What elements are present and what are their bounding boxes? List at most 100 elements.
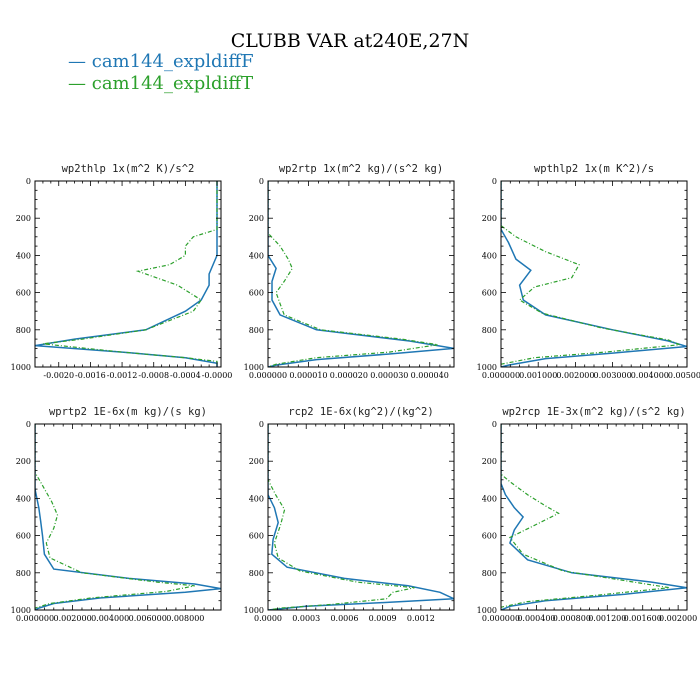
x-tick-label: 0.000010 (289, 371, 327, 380)
chart-panel: wp2thlp 1x(m^2 K)/s^2 0 200 400 600 800 1000 -0… (11, 163, 233, 380)
series-line-1 (35, 424, 221, 610)
y-tick-label: 1000 (244, 363, 264, 372)
panel-title: wprtp2 1E-6x(m kg)/(s kg) (49, 406, 207, 418)
chart-panel: wp2rcp 1E-3x(m^2 kg)/(s^2 kg) 0 200 400 600 8… (477, 406, 698, 623)
x-tick-label: 0.001200 (588, 614, 626, 623)
y-tick-label: 0 (26, 420, 31, 429)
legend-entry-2: — cam144_expldiffT (68, 73, 253, 94)
x-tick-label: -0.0008 (138, 371, 169, 380)
x-tick-label: 0.004000 (631, 371, 669, 380)
y-tick-label: 600 (249, 289, 264, 298)
y-tick-label: 0 (492, 420, 497, 429)
y-tick-label: 800 (16, 569, 31, 578)
plot-frame (500, 423, 688, 611)
y-tick-label: 400 (249, 251, 264, 260)
y-tick-label: 400 (16, 251, 31, 260)
series-line-1 (268, 424, 454, 610)
y-tick-label: 400 (482, 251, 497, 260)
y-tick-label: 1000 (244, 606, 264, 615)
y-tick-label: 800 (482, 326, 497, 335)
x-tick-label: 0.000020 (330, 371, 368, 380)
x-tick-label: 0.003000 (594, 371, 632, 380)
chart-panel: wpthlp2 1x(m K^2)/s 0 200 400 600 800 1000 0.00… (477, 163, 700, 380)
y-tick-label: 0 (259, 420, 264, 429)
series-line-1 (268, 181, 454, 367)
legend-entry-1: — cam144_expldiffF (68, 51, 254, 72)
plot-frame (267, 180, 455, 368)
y-tick-label: 200 (16, 457, 31, 466)
series-line-1 (501, 424, 687, 610)
x-tick-label: -0.0012 (107, 371, 138, 380)
figure-title: CLUBB VAR at240E,27N (231, 30, 470, 52)
x-tick-label: -0.0000 (202, 371, 233, 380)
y-tick-label: 800 (16, 326, 31, 335)
y-tick-label: 1000 (11, 606, 31, 615)
x-tick-label: 0.000800 (553, 614, 591, 623)
series-line-2 (501, 424, 670, 610)
legend-label-2: cam144_expldiffT (92, 73, 253, 94)
chart-panel: wp2rtp 1x(m^2 kg)/(s^2 kg) 0 200 400 600 800 1… (244, 163, 455, 380)
x-tick-label: 0.002000 (556, 371, 594, 380)
series-line-2 (501, 181, 680, 367)
x-tick-label: -0.0016 (75, 371, 106, 380)
x-tick-label: 0.002000 (53, 614, 91, 623)
x-tick-label: 0.005000 (668, 371, 700, 380)
y-tick-label: 1000 (477, 363, 497, 372)
series-line-2 (268, 424, 415, 610)
y-tick-label: 600 (249, 532, 264, 541)
y-tick-label: 600 (16, 532, 31, 541)
panel-title: wp2rcp 1E-3x(m^2 kg)/(s^2 kg) (502, 406, 685, 418)
y-tick-label: 800 (482, 569, 497, 578)
x-tick-label: 0.008000 (166, 614, 204, 623)
y-tick-label: 1000 (477, 606, 497, 615)
x-tick-label: 0.004000 (91, 614, 129, 623)
x-tick-label: 0.0009 (369, 614, 397, 623)
legend: — cam144_expldiffF — cam144_expldiffT (68, 51, 254, 94)
y-tick-label: 0 (26, 177, 31, 186)
y-tick-label: 600 (482, 532, 497, 541)
y-tick-label: 600 (16, 289, 31, 298)
plot-frame (34, 423, 222, 611)
x-tick-label: 0.0003 (292, 614, 320, 623)
y-tick-label: 800 (249, 569, 264, 578)
y-tick-label: 0 (492, 177, 497, 186)
panel-title: rcp2 1E-6x(kg^2)/(kg^2) (288, 406, 433, 418)
y-tick-label: 800 (249, 326, 264, 335)
series-line-1 (35, 181, 218, 367)
x-tick-label: 0.0012 (407, 614, 435, 623)
x-tick-label: 0.000000 (482, 614, 520, 623)
x-tick-label: -0.0004 (170, 371, 201, 380)
x-tick-label: 0.0006 (330, 614, 358, 623)
x-tick-label: 0.000000 (16, 614, 54, 623)
legend-label-1: cam144_expldiffF (92, 51, 254, 72)
y-tick-label: 1000 (11, 363, 31, 372)
x-tick-label: 0.000030 (370, 371, 408, 380)
y-tick-label: 200 (16, 214, 31, 223)
chart-panel: wprtp2 1E-6x(m kg)/(s kg) 0 200 400 600 800 10… (11, 406, 222, 623)
panel-title: wp2thlp 1x(m^2 K)/s^2 (62, 163, 195, 175)
y-tick-label: 200 (482, 214, 497, 223)
y-tick-label: 200 (249, 214, 264, 223)
y-tick-label: 200 (482, 457, 497, 466)
x-tick-label: 0.0000 (254, 614, 282, 623)
x-tick-label: 0.000040 (411, 371, 449, 380)
series-line-2 (268, 181, 438, 367)
legend-marker-2: — (68, 73, 86, 94)
series-line-1 (501, 181, 687, 367)
x-tick-label: 0.002000 (659, 614, 697, 623)
panel-title: wpthlp2 1x(m K^2)/s (534, 163, 654, 175)
x-tick-label: 0.000000 (249, 371, 287, 380)
y-tick-label: 400 (249, 494, 264, 503)
x-tick-label: 0.001000 (519, 371, 557, 380)
panel-title: wp2rtp 1x(m^2 kg)/(s^2 kg) (279, 163, 443, 175)
x-tick-label: 0.006000 (129, 614, 167, 623)
y-tick-label: 400 (16, 494, 31, 503)
y-tick-label: 400 (482, 494, 497, 503)
panels: wp2thlp 1x(m^2 K)/s^2 0 200 400 600 800 1000 -0… (11, 163, 700, 623)
y-tick-label: 600 (482, 289, 497, 298)
x-tick-label: 0.001600 (624, 614, 662, 623)
chart-panel: rcp2 1E-6x(kg^2)/(kg^2) 0 200 400 600 800 1000… (244, 406, 455, 623)
x-tick-label: 0.000400 (517, 614, 555, 623)
legend-marker-1: — (68, 51, 86, 72)
